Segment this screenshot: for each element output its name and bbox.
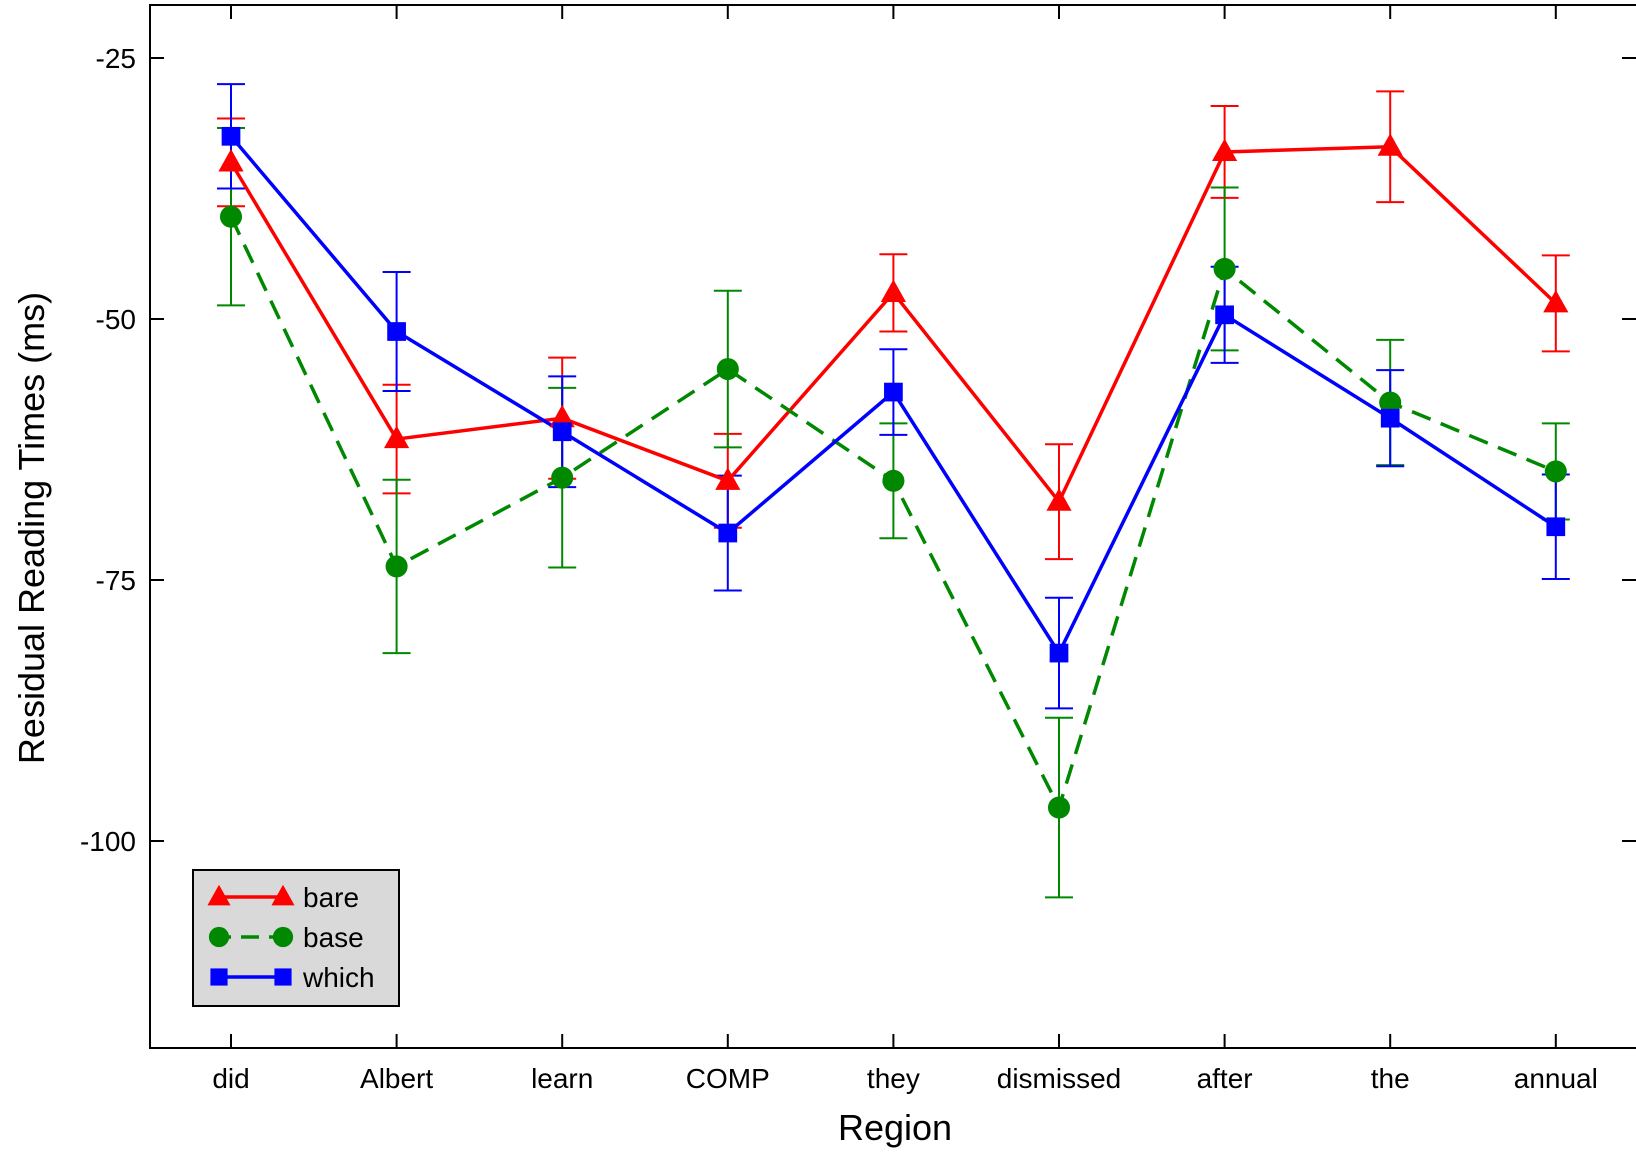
x-tick-label-did: did xyxy=(212,1063,249,1094)
legend-marker-base xyxy=(208,926,230,948)
x-tick-label-learn: learn xyxy=(531,1063,593,1094)
x-tick-label-comp: COMP xyxy=(686,1063,770,1094)
x-tick-label-dismissed: dismissed xyxy=(997,1063,1121,1094)
legend-marker-base-end xyxy=(272,926,294,948)
marker-bare-learn xyxy=(549,404,575,428)
legend-label-base: base xyxy=(303,922,364,953)
legend-marker-which xyxy=(210,968,228,986)
marker-base-did xyxy=(219,205,243,228)
marker-bare-annual xyxy=(1543,289,1569,313)
marker-base-albert xyxy=(385,555,408,578)
y-tick-label: -100 xyxy=(80,826,136,857)
x-tick-label-after: after xyxy=(1197,1063,1253,1094)
legend-marker-which-end xyxy=(274,968,292,986)
marker-bare-dismissed xyxy=(1046,488,1072,511)
legend-label-bare: bare xyxy=(303,882,359,913)
legend-item-base: base xyxy=(208,922,364,953)
marker-which-annual xyxy=(1546,517,1566,537)
x-tick-label-albert: Albert xyxy=(360,1063,433,1094)
marker-bare-did xyxy=(218,149,244,172)
marker-which-comp xyxy=(718,523,738,543)
y-tick-label: -25 xyxy=(96,43,136,74)
marker-which-learn xyxy=(552,422,572,442)
legend: bare base which xyxy=(192,869,400,1007)
y-tick-label: -50 xyxy=(96,304,136,335)
y-axis-title: Residual Reading Times (ms) xyxy=(11,292,52,764)
legend-item-bare: bare xyxy=(207,882,359,913)
marker-base-annual xyxy=(1544,460,1567,483)
marker-bare-they xyxy=(880,279,906,302)
legend-item-which: which xyxy=(210,962,375,993)
x-tick-label-they: they xyxy=(867,1063,920,1094)
x-tick-labels: did Albert learn COMP they dismissed after the a… xyxy=(212,1063,1598,1094)
marker-base-the xyxy=(1379,391,1402,414)
marker-base-after xyxy=(1213,257,1236,280)
x-tick-label-annual: annual xyxy=(1514,1063,1598,1094)
marker-base-learn xyxy=(551,466,574,489)
marker-which-did xyxy=(221,126,241,146)
marker-which-after xyxy=(1215,305,1234,325)
x-axis-title: Region xyxy=(838,1107,952,1148)
legend-marker-bare-end xyxy=(271,884,295,906)
marker-base-comp xyxy=(716,358,739,381)
marker-base-they xyxy=(882,469,905,492)
x-tick-label-the: the xyxy=(1371,1063,1410,1094)
marker-which-the xyxy=(1380,408,1400,428)
y-tick-labels: -25 -50 -75 -100 xyxy=(80,43,136,857)
marker-which-they xyxy=(884,382,903,402)
marker-bare-albert xyxy=(384,425,410,449)
marker-bare-the xyxy=(1377,133,1403,156)
axis-ticks xyxy=(150,5,1636,1048)
marker-bare-after xyxy=(1212,138,1238,162)
legend-label-which: which xyxy=(302,962,375,993)
legend-marker-bare xyxy=(207,884,231,906)
series-markers xyxy=(218,126,1569,819)
marker-bare-comp xyxy=(715,467,741,490)
marker-which-dismissed xyxy=(1049,643,1069,663)
marker-which-albert xyxy=(387,322,406,341)
y-tick-label: -75 xyxy=(96,565,136,596)
marker-base-dismissed xyxy=(1047,796,1071,819)
plot-frame xyxy=(149,4,1636,1049)
